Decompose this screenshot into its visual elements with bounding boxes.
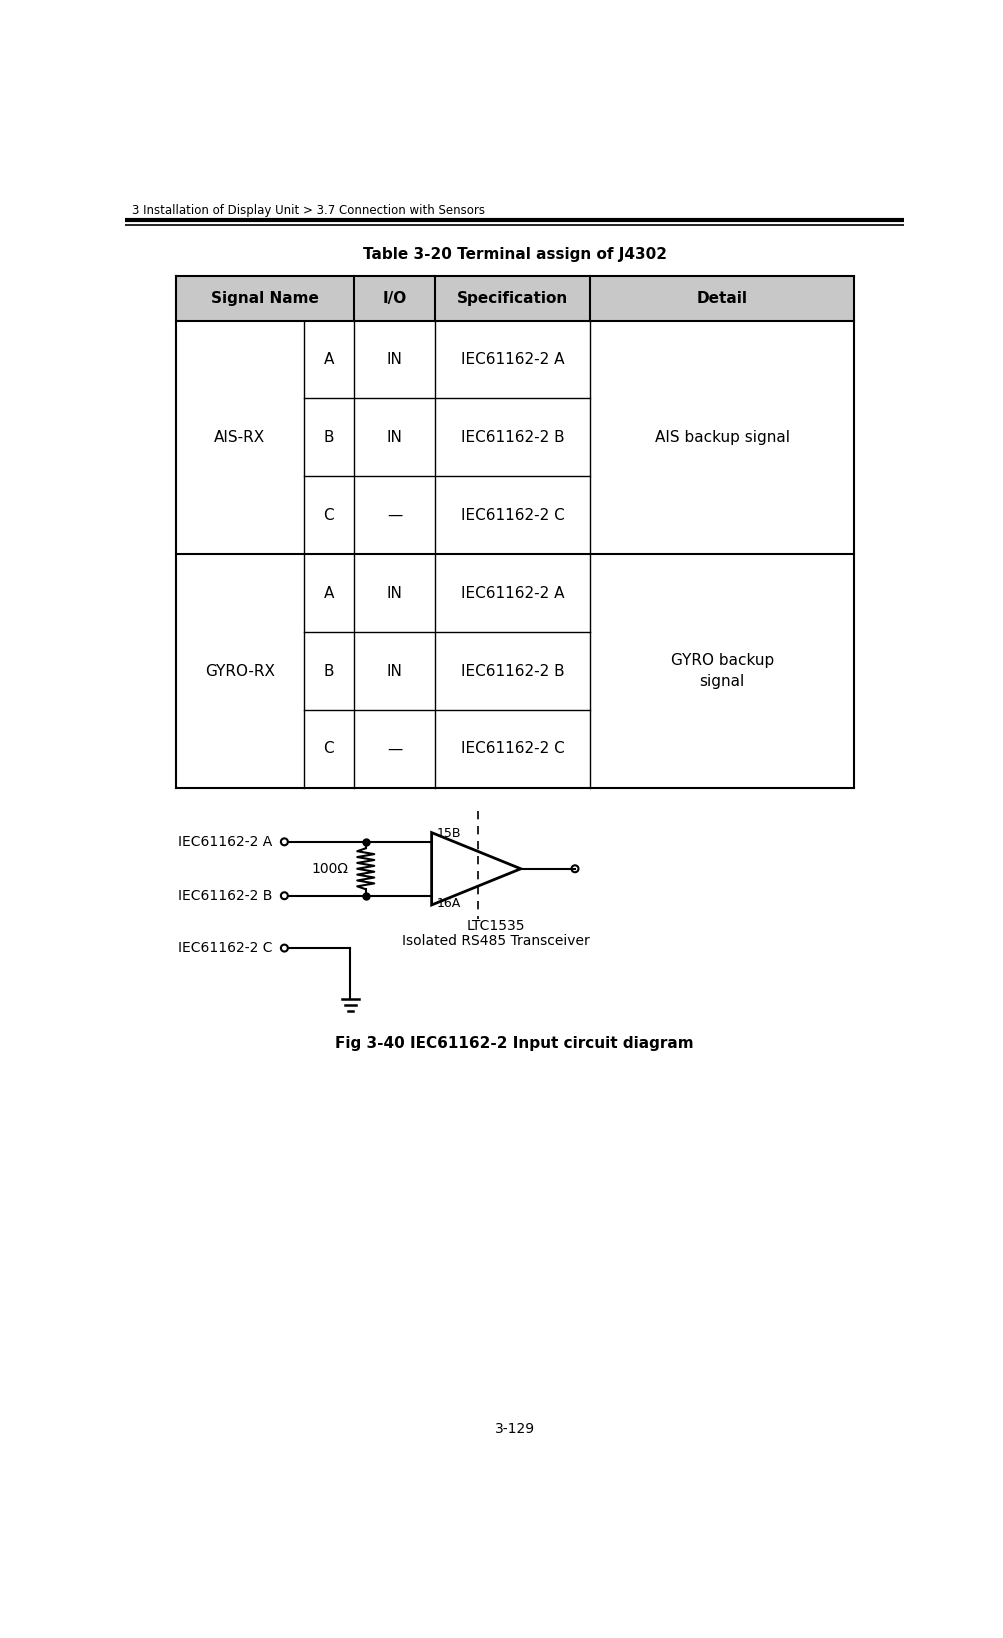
Text: GYRO backup
signal: GYRO backup signal: [670, 654, 773, 690]
Text: Fig 3-40 IEC61162-2 Input circuit diagram: Fig 3-40 IEC61162-2 Input circuit diagra…: [335, 1035, 693, 1052]
Text: I/O: I/O: [382, 290, 406, 306]
Text: IEC61162-2 A: IEC61162-2 A: [460, 586, 564, 601]
Text: 100Ω: 100Ω: [311, 862, 348, 876]
Text: A: A: [323, 352, 334, 367]
Text: —: —: [387, 508, 402, 523]
Text: IEC61162-2 C: IEC61162-2 C: [178, 942, 273, 955]
Text: C: C: [323, 742, 334, 757]
Text: IEC61162-2 A: IEC61162-2 A: [178, 835, 272, 848]
Text: 16A: 16A: [436, 898, 460, 911]
Text: IN: IN: [386, 352, 402, 367]
Text: IN: IN: [386, 586, 402, 601]
Text: IN: IN: [386, 663, 402, 678]
Text: 15B: 15B: [436, 827, 460, 840]
Text: IEC61162-2 B: IEC61162-2 B: [460, 663, 565, 678]
Text: AIS-RX: AIS-RX: [214, 429, 265, 446]
Text: IEC61162-2 B: IEC61162-2 B: [460, 429, 565, 446]
Text: GYRO-RX: GYRO-RX: [205, 663, 275, 678]
Text: IEC61162-2 A: IEC61162-2 A: [460, 352, 564, 367]
Bar: [176, 275, 854, 321]
Text: LTC1535: LTC1535: [465, 919, 525, 932]
Text: 3 Installation of Display Unit > 3.7 Connection with Sensors: 3 Installation of Display Unit > 3.7 Con…: [131, 205, 484, 218]
Text: Detail: Detail: [696, 290, 747, 306]
Text: Specification: Specification: [457, 290, 568, 306]
Text: B: B: [323, 429, 334, 446]
Text: IEC61162-2 C: IEC61162-2 C: [460, 508, 565, 523]
Text: Isolated RS485 Transceiver: Isolated RS485 Transceiver: [401, 934, 589, 948]
Text: B: B: [323, 663, 334, 678]
Text: C: C: [323, 508, 334, 523]
Text: 3-129: 3-129: [494, 1422, 534, 1437]
Text: IN: IN: [386, 429, 402, 446]
Text: IEC61162-2 C: IEC61162-2 C: [460, 742, 565, 757]
Text: Table 3-20 Terminal assign of J4302: Table 3-20 Terminal assign of J4302: [362, 247, 666, 262]
Text: A: A: [323, 586, 334, 601]
Text: AIS backup signal: AIS backup signal: [654, 429, 789, 446]
Text: IEC61162-2 B: IEC61162-2 B: [178, 889, 272, 903]
Text: Signal Name: Signal Name: [211, 290, 319, 306]
Text: —: —: [387, 742, 402, 757]
